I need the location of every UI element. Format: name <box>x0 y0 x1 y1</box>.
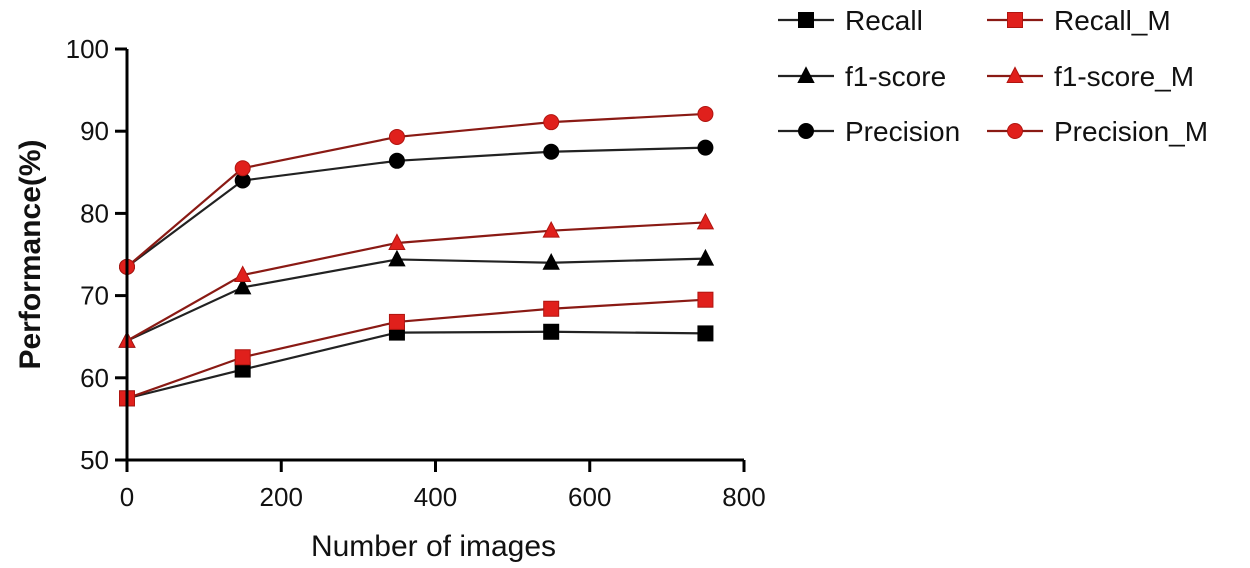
data-point <box>388 313 405 330</box>
legend-item: Precision <box>778 116 960 147</box>
legend-label: Precision <box>845 116 960 147</box>
data-point <box>697 325 714 342</box>
data-point <box>696 248 715 266</box>
series-line <box>126 330 706 400</box>
legend-label: Recall_M <box>1054 5 1171 36</box>
data-point <box>696 212 715 230</box>
series-f1-score-m <box>118 212 715 348</box>
legend-marker <box>1007 123 1023 139</box>
legend-item: Recall <box>778 5 923 36</box>
legend-label: f1-score_M <box>1054 61 1194 92</box>
y-tick-label: 60 <box>80 363 109 393</box>
series-line <box>126 146 706 268</box>
x-tick-label: 400 <box>414 482 457 512</box>
series-line <box>126 112 706 268</box>
series-line <box>126 221 706 342</box>
legend: Recall f1-score Precision Recall_M f1-score_… <box>778 5 1208 147</box>
data-point <box>697 105 714 122</box>
legend-marker <box>1007 12 1023 28</box>
data-point <box>233 265 252 283</box>
y-tick-label: 70 <box>80 281 109 311</box>
series-precision-m <box>119 105 714 275</box>
series-recall-m <box>119 291 714 407</box>
x-tick-label: 800 <box>722 482 765 512</box>
y-axis-title: Performance(%) <box>14 139 47 369</box>
x-tick-label: 600 <box>568 482 611 512</box>
legend-item: Precision_M <box>987 116 1208 147</box>
data-point <box>234 160 251 177</box>
data-point <box>388 128 405 145</box>
data-point <box>234 349 251 366</box>
data-point <box>543 300 560 317</box>
series-line <box>126 257 706 342</box>
data-point <box>388 249 406 267</box>
legend-marker <box>1006 66 1024 83</box>
legend-item: f1-score <box>778 61 946 92</box>
y-tick-label: 100 <box>66 34 109 64</box>
x-axis-title: Number of images <box>311 530 556 563</box>
y-tick-label: 50 <box>80 445 109 475</box>
series-recall <box>119 323 714 407</box>
axes: 50 60 70 80 90 100 0 200 400 600 800 <box>66 34 766 512</box>
data-point <box>233 277 252 295</box>
data-point <box>697 139 714 156</box>
legend-label: f1-score <box>845 61 946 92</box>
data-point <box>543 143 560 160</box>
y-tick-label: 90 <box>80 116 109 146</box>
legend-label: Precision_M <box>1054 116 1208 147</box>
x-tick-label: 0 <box>120 482 134 512</box>
data-point <box>542 220 560 238</box>
legend-marker <box>797 66 815 83</box>
data-point <box>543 114 560 131</box>
legend-marker <box>798 123 814 139</box>
data-point <box>388 233 406 250</box>
legend-label: Recall <box>845 5 923 36</box>
series-precision <box>119 139 714 275</box>
data-point <box>542 253 560 270</box>
legend-marker <box>798 12 814 28</box>
x-tick-label: 200 <box>260 482 303 512</box>
data-point <box>388 152 405 169</box>
legend-item: f1-score_M <box>987 61 1194 92</box>
data-point <box>697 291 714 308</box>
series-line <box>126 298 706 400</box>
legend-item: Recall_M <box>987 5 1171 36</box>
y-tick-label: 80 <box>80 198 109 228</box>
series-layer <box>118 105 715 407</box>
data-point <box>543 323 560 340</box>
